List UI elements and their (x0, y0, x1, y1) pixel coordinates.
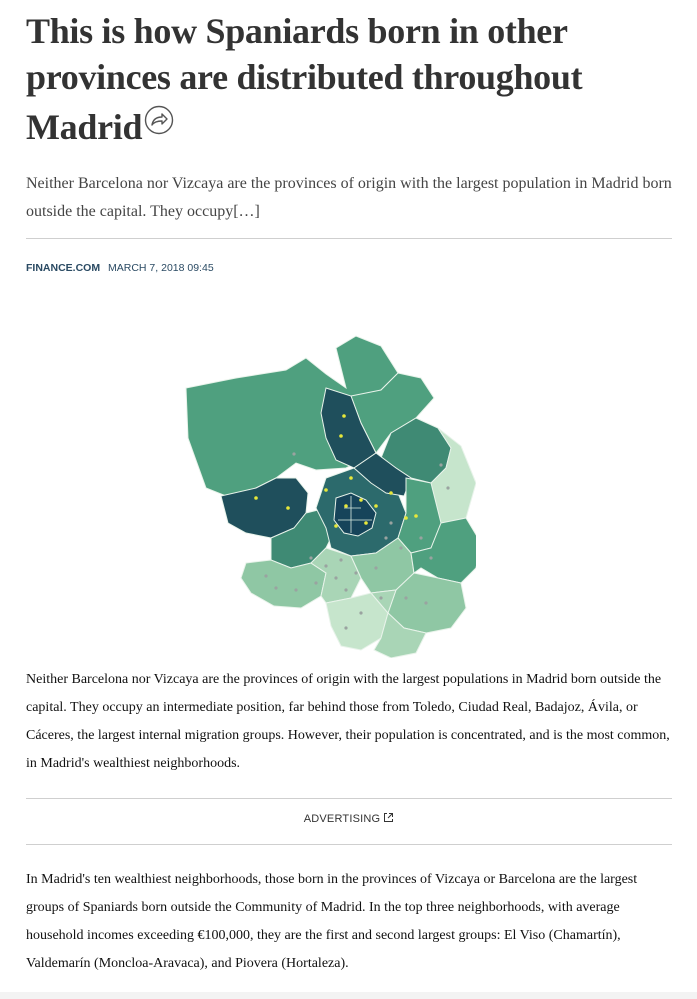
article-paragraph-1: Neither Barcelona nor Vizcaya are the pr… (26, 672, 670, 771)
divider (26, 238, 672, 239)
divider (26, 844, 672, 845)
madrid-map (176, 328, 482, 659)
byline-source[interactable]: FINANCE.COM (26, 262, 101, 274)
article-paragraph-2: In Madrid's ten wealthiest neighborhoods… (26, 872, 638, 971)
map-markers-grey (264, 452, 450, 630)
article-summary: Neither Barcelona nor Vizcaya are the pr… (26, 175, 672, 220)
share-icon[interactable] (144, 100, 174, 135)
byline: FINANCE.COM MARCH 7, 2018 09:45 (26, 262, 214, 274)
bottom-bar (0, 992, 697, 999)
map-region-latina (240, 559, 327, 609)
advertising-text: ADVERTISING (303, 813, 381, 825)
byline-date: MARCH 7, 2018 09:45 (108, 262, 214, 274)
headline-text: This is how Spaniards born in other prov… (26, 11, 583, 147)
map-markers-yellow (254, 414, 418, 528)
external-link-icon[interactable] (383, 812, 394, 823)
advertising-label: ADVERTISING (26, 812, 672, 825)
divider (26, 798, 672, 799)
map-region-south (370, 589, 427, 659)
map-inner-districts (333, 492, 377, 537)
headline: This is how Spaniards born in other prov… (26, 8, 672, 150)
